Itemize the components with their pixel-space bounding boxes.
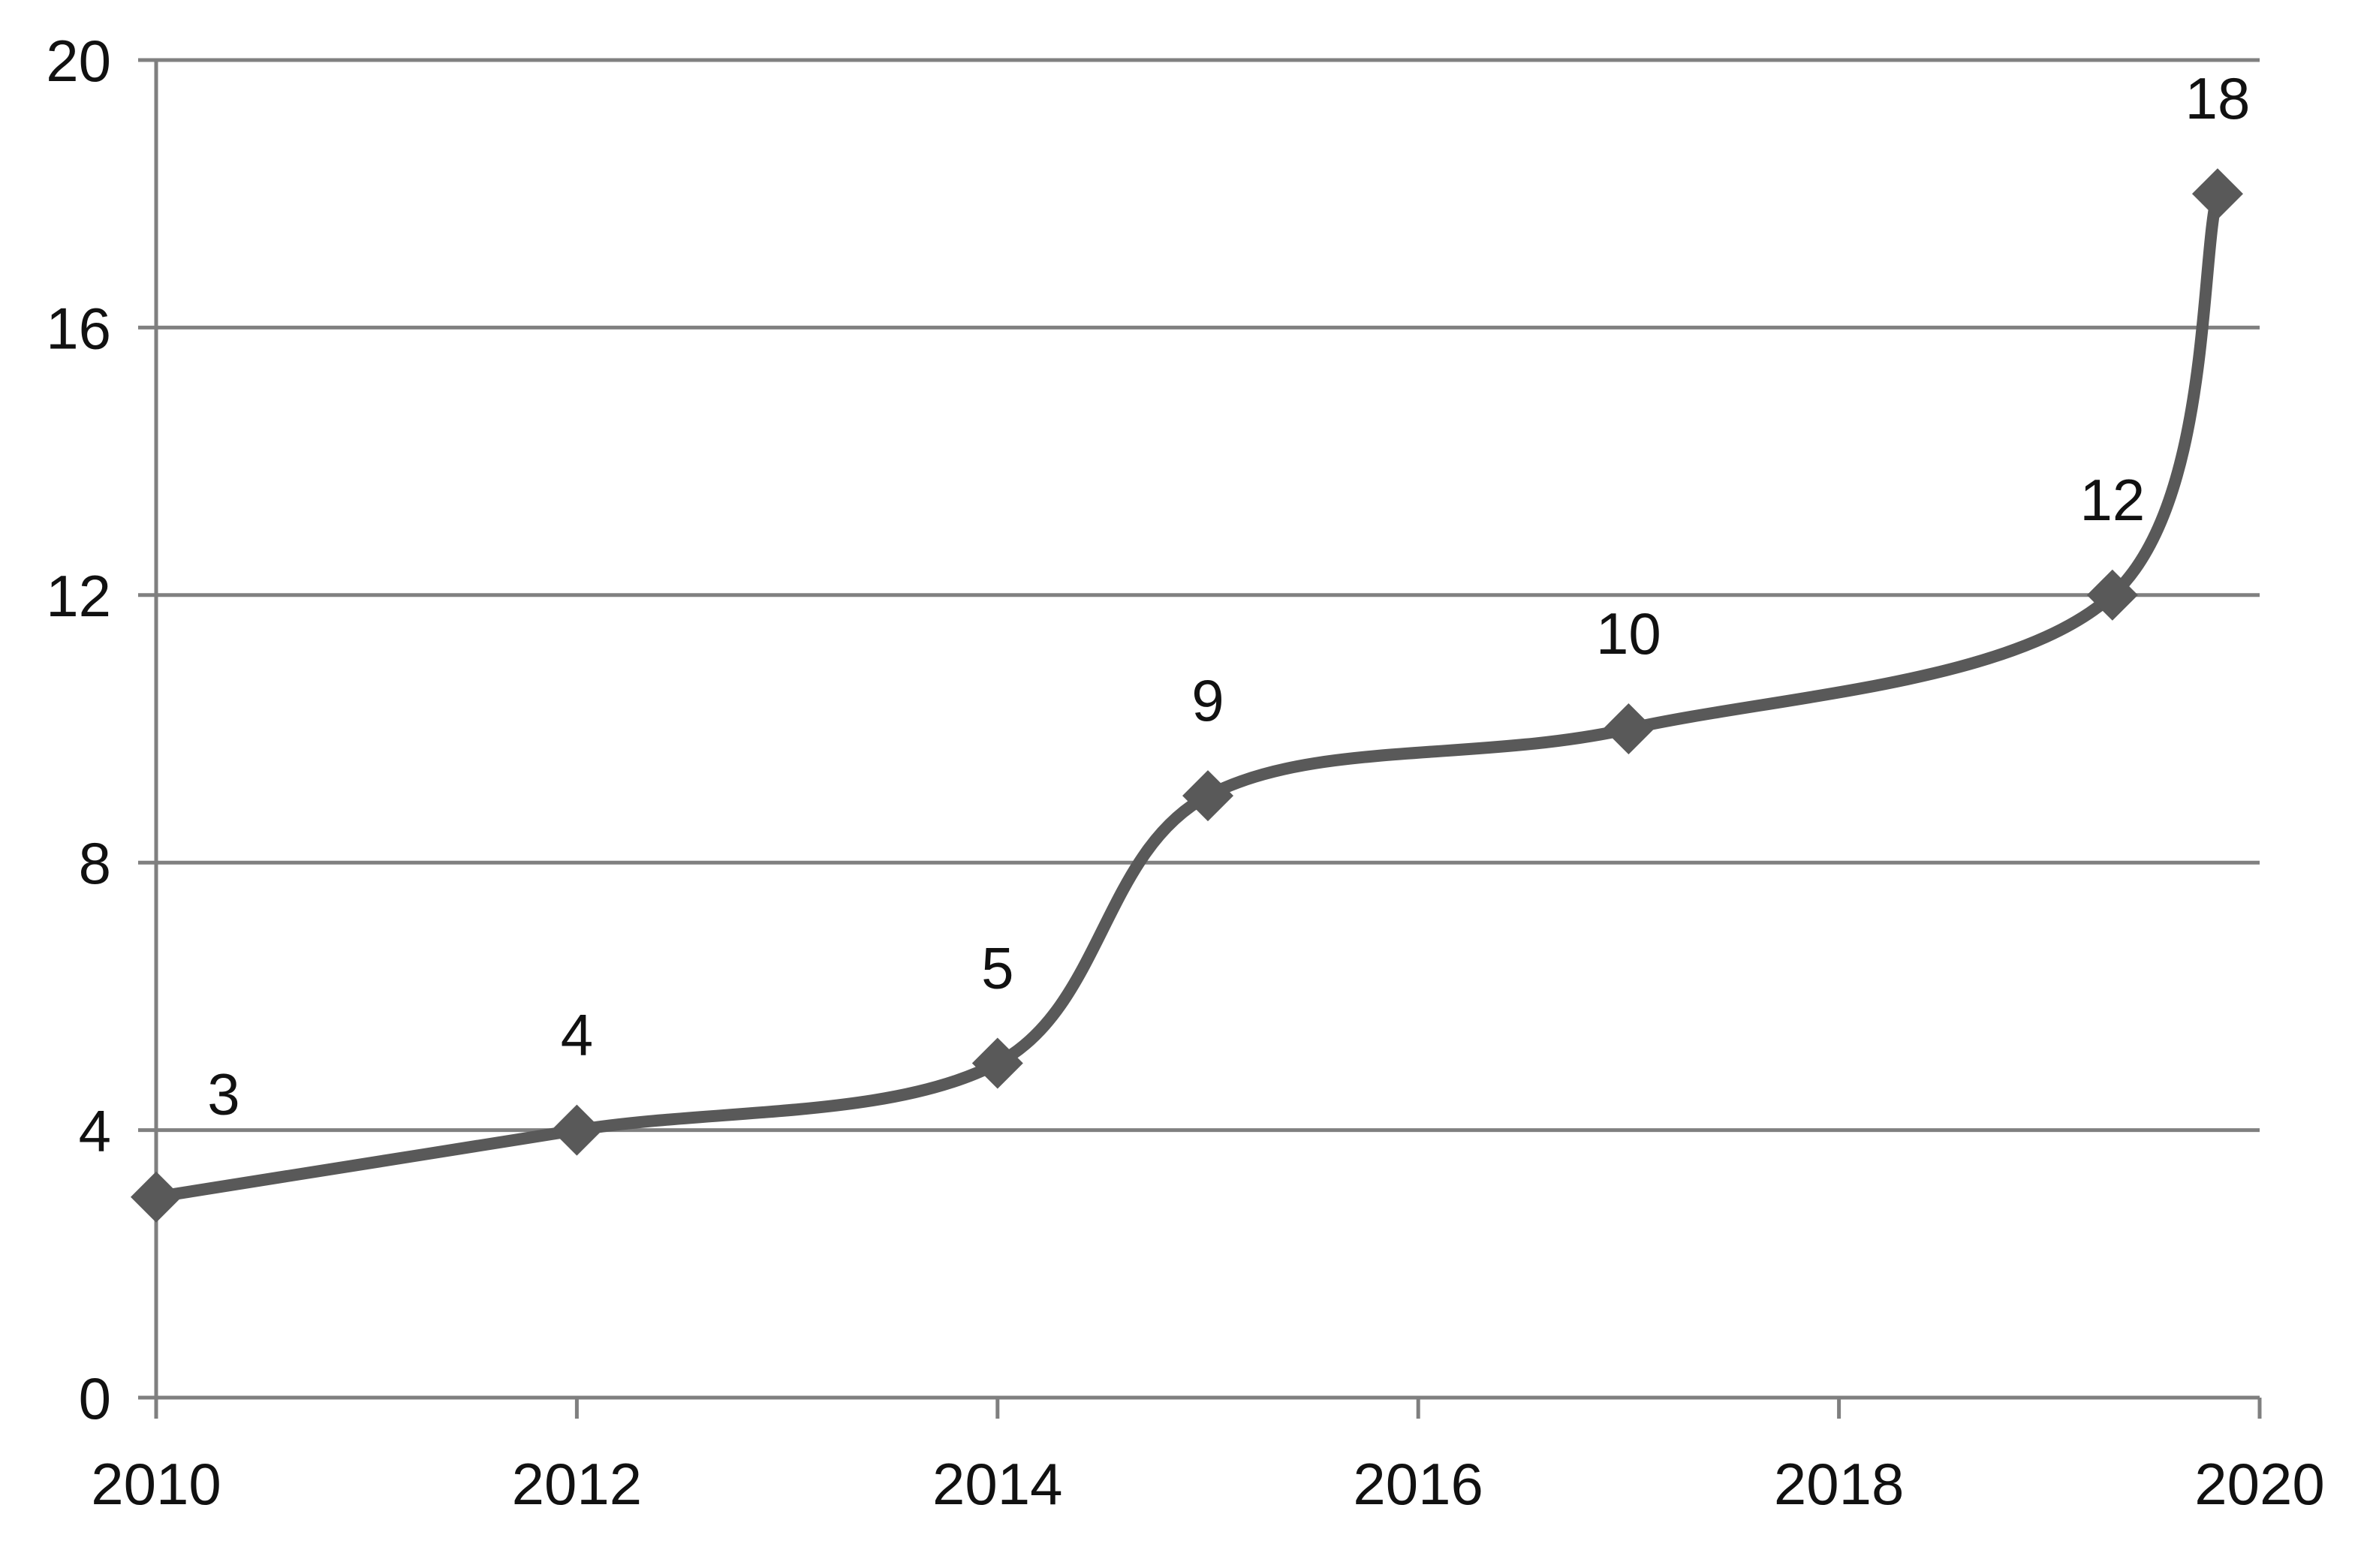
data-label: 5 <box>981 935 1013 1001</box>
series-line-group <box>150 188 2224 1203</box>
grid-lines <box>138 58 2260 1133</box>
data-point-marker <box>551 1104 603 1156</box>
tick-labels: 0 4 8 12 16 20 2010 2012 2014 2016 2018 2020 <box>46 28 2325 1517</box>
data-point-marker <box>1182 770 1233 822</box>
data-label: 18 <box>2185 65 2251 131</box>
x-tick-label: 2018 <box>1774 1451 1905 1517</box>
y-tick-label: 0 <box>79 1365 111 1431</box>
data-label: 9 <box>1191 667 1224 733</box>
data-markers <box>131 168 2243 1223</box>
x-tick-label: 2020 <box>2194 1451 2325 1517</box>
data-point-marker <box>2086 569 2138 621</box>
data-label: 10 <box>1596 600 1661 667</box>
data-point-marker <box>971 1037 1023 1089</box>
series-line <box>150 188 2224 1203</box>
y-tick-label: 4 <box>79 1098 111 1164</box>
data-point-marker <box>131 1171 182 1223</box>
data-label: 4 <box>561 1002 593 1068</box>
x-tick-label: 2014 <box>932 1451 1063 1517</box>
data-label: 12 <box>2079 467 2145 533</box>
y-tick-label: 20 <box>46 28 111 94</box>
x-tick-label: 2010 <box>91 1451 221 1517</box>
data-point-marker <box>1603 703 1655 754</box>
data-label: 3 <box>207 1061 239 1127</box>
y-tick-label: 16 <box>46 295 111 361</box>
data-labels: 3 4 5 9 10 12 18 <box>207 65 2250 1127</box>
x-tick-label: 2016 <box>1353 1451 1483 1517</box>
y-tick-label: 12 <box>46 563 111 629</box>
axes <box>138 60 2262 1419</box>
y-tick-label: 8 <box>79 830 111 896</box>
data-point-marker <box>2191 168 2243 220</box>
x-tick-label: 2012 <box>512 1451 643 1517</box>
